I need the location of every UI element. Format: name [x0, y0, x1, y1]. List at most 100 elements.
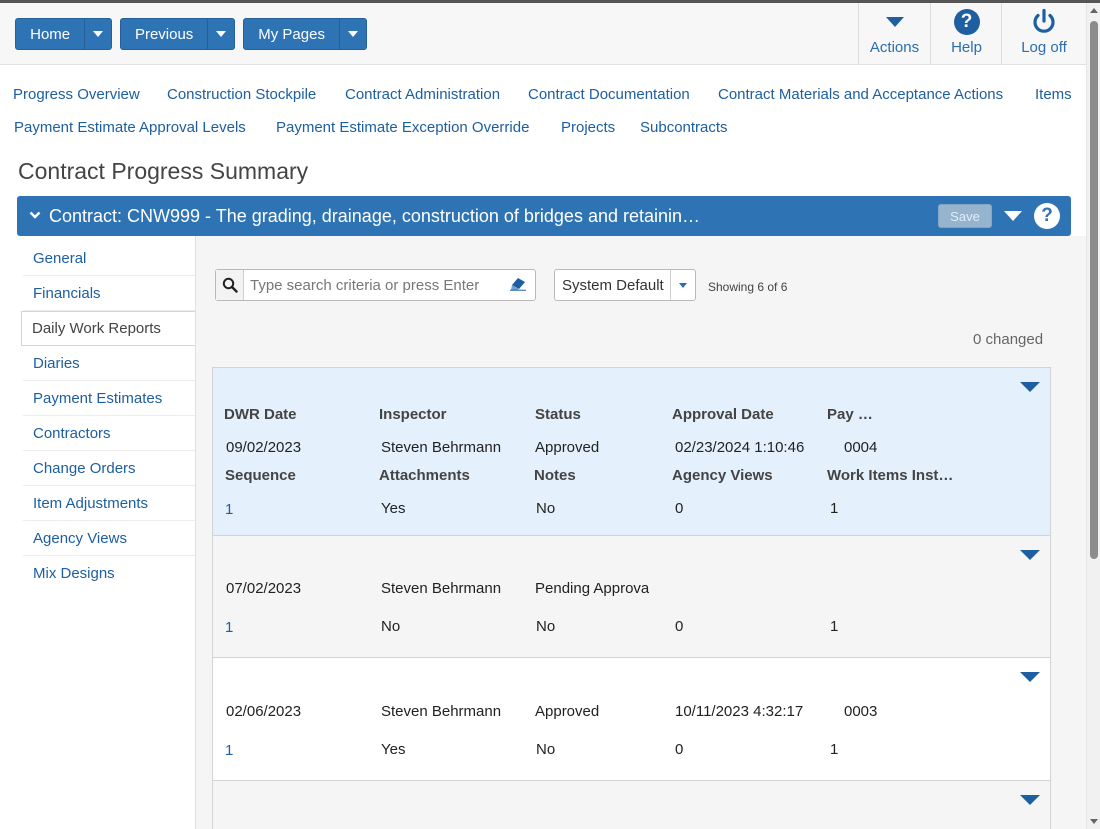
search-input[interactable] [250, 275, 500, 295]
dwr-record[interactable]: 02/06/2023 Steven Behrmann Approved 10/1… [212, 657, 1051, 781]
sidebar-item-mix-designs[interactable]: Mix Designs [33, 565, 115, 582]
work-items-value: 1 [830, 741, 839, 758]
chevron-down-icon [679, 282, 687, 288]
agency-views-value: 0 [675, 500, 684, 517]
log-off-label[interactable]: Log off [1021, 39, 1067, 56]
header-sequence: Sequence [225, 467, 296, 484]
dwr-record[interactable] [212, 780, 1051, 829]
dwr-date-value: 07/02/2023 [226, 580, 302, 597]
link-contract-documentation[interactable]: Contract Documentation [528, 86, 690, 103]
agency-views-value: 0 [675, 741, 684, 758]
dwr-record[interactable]: DWR Date Inspector Status Approval Date … [212, 367, 1051, 536]
chevron-down-icon [348, 31, 359, 37]
sidebar-item-payment-estimates[interactable]: Payment Estimates [23, 381, 195, 416]
help-button[interactable]: ? Help [930, 3, 1002, 65]
status-value: Pending Approval [535, 580, 649, 597]
sidebar-item-item-adjustments[interactable]: Item Adjustments [23, 486, 195, 521]
scroll-down-icon[interactable] [1090, 819, 1098, 824]
page-title: Contract Progress Summary [18, 158, 309, 184]
sidebar-item-contractors[interactable]: Contractors [23, 416, 195, 451]
home-button[interactable]: Home [15, 18, 112, 50]
changed-count: 0 changed [973, 331, 1044, 348]
question-icon: ? [953, 9, 980, 35]
work-items-value: 1 [830, 618, 839, 635]
header-attachments: Attachments [379, 467, 470, 484]
eraser-icon[interactable] [509, 277, 527, 296]
inspector-value: Steven Behrmann [381, 439, 502, 456]
notes-value: No [536, 618, 556, 635]
previous-button[interactable]: Previous [120, 18, 235, 50]
home-dropdown-toggle[interactable] [84, 19, 111, 49]
view-select-value[interactable]: System Default [562, 277, 664, 294]
status-value: Approved [535, 439, 600, 456]
chevron-down-icon [216, 31, 227, 37]
header-agency-views: Agency Views [672, 467, 773, 484]
link-contract-materials[interactable]: Contract Materials and Acceptance Action… [718, 86, 1004, 103]
attachments-value: Yes [381, 500, 406, 517]
sidebar-item-diaries[interactable]: Diaries [23, 346, 195, 381]
pay-value: 0003 [844, 703, 878, 720]
approval-date-value: 02/23/2024 1:10:46 [675, 439, 805, 456]
sidebar-item-financials[interactable]: Financials [23, 276, 195, 311]
expand-caret-icon[interactable] [1020, 795, 1040, 805]
chevron-down-icon[interactable] [29, 207, 41, 224]
save-button[interactable]: Save [938, 204, 992, 228]
contract-header-bar[interactable]: Contract: CNW999 - The grading, drainage… [17, 196, 1071, 236]
agency-views-value: 0 [675, 618, 684, 635]
log-off-button[interactable]: Log off [1001, 3, 1086, 65]
status-value: Approved [535, 703, 600, 720]
expand-caret-icon[interactable] [1020, 382, 1040, 392]
actions-button[interactable]: Actions [858, 3, 930, 65]
sidebar-item-general[interactable]: General [23, 241, 195, 276]
link-items[interactable]: Items [1035, 86, 1072, 103]
link-payment-estimate-approval-levels[interactable]: Payment Estimate Approval Levels [14, 119, 246, 136]
my-pages-button-label[interactable]: My Pages [258, 25, 325, 43]
sequence-link[interactable]: 1 [225, 742, 234, 759]
header-status: Status [535, 406, 581, 423]
link-contract-administration[interactable]: Contract Administration [345, 86, 501, 103]
view-select-toggle[interactable] [670, 270, 695, 300]
dwr-record[interactable]: 07/02/2023 Steven Behrmann Pending Appro… [212, 535, 1051, 658]
link-payment-estimate-exception-override[interactable]: Payment Estimate Exception Override [276, 119, 530, 136]
notes-value: No [536, 500, 556, 517]
sequence-link[interactable]: 1 [225, 619, 234, 636]
expand-caret-icon[interactable] [1020, 550, 1040, 560]
question-icon[interactable]: ? [1034, 203, 1060, 229]
home-button-label[interactable]: Home [30, 25, 71, 43]
sidebar-nav: General Financials Daily Work Reports Di… [21, 241, 195, 591]
actions-label[interactable]: Actions [869, 39, 920, 56]
link-projects[interactable]: Projects [561, 119, 616, 136]
attachments-value: Yes [381, 741, 406, 758]
link-progress-overview[interactable]: Progress Overview [13, 86, 140, 103]
caret-down-icon[interactable] [1004, 211, 1022, 221]
search-icon[interactable] [216, 270, 244, 300]
sidebar-item-agency-views[interactable]: Agency Views [23, 521, 195, 556]
caret-down-icon [885, 17, 904, 27]
header-approval-date: Approval Date [672, 406, 774, 423]
link-subcontracts[interactable]: Subcontracts [640, 119, 728, 136]
top-nav-bar: Home Previous My Pages Actions ? Help Lo… [0, 3, 1086, 65]
inspector-value: Steven Behrmann [381, 703, 502, 720]
header-notes: Notes [534, 467, 576, 484]
previous-dropdown-toggle[interactable] [207, 19, 234, 49]
sequence-link[interactable]: 1 [225, 501, 234, 518]
attachments-value: No [381, 618, 401, 635]
page-scrollbar[interactable] [1086, 3, 1100, 829]
link-construction-stockpile[interactable]: Construction Stockpile [167, 86, 317, 103]
help-label[interactable]: Help [951, 39, 982, 56]
my-pages-dropdown-toggle[interactable] [339, 19, 366, 49]
approval-date-value: 10/11/2023 4:32:17 [675, 703, 804, 720]
previous-button-label[interactable]: Previous [134, 25, 194, 43]
expand-caret-icon[interactable] [1020, 672, 1040, 682]
sidebar-item-change-orders[interactable]: Change Orders [23, 451, 195, 486]
header-dwr-date: DWR Date [224, 406, 297, 423]
scroll-up-icon[interactable] [1090, 8, 1098, 13]
notes-value: No [536, 741, 556, 758]
header-work-items: Work Items Inst… [827, 467, 954, 484]
search-box [215, 269, 536, 301]
my-pages-button[interactable]: My Pages [243, 18, 367, 50]
scroll-thumb[interactable] [1090, 21, 1098, 559]
sidebar-item-daily-work-reports[interactable]: Daily Work Reports [21, 311, 195, 346]
view-select[interactable]: System Default [554, 269, 696, 301]
chevron-down-icon [93, 31, 104, 37]
